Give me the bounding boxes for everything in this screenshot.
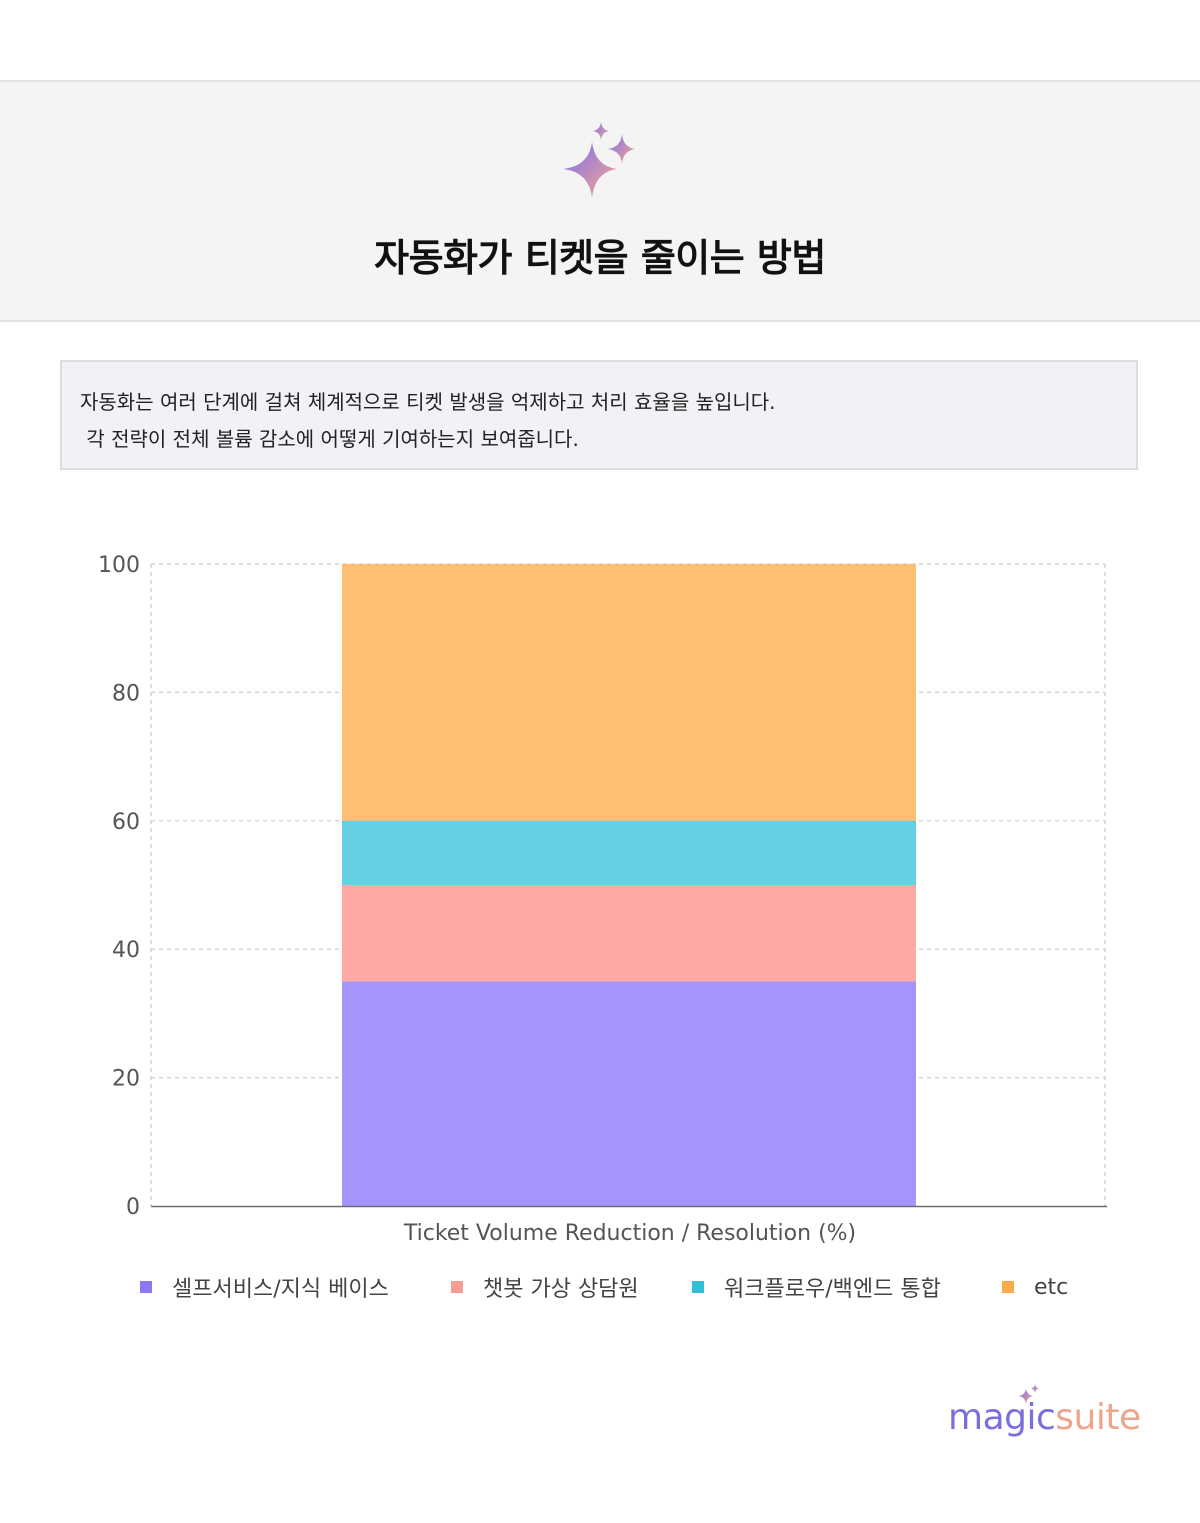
y-tick-label: 100 <box>98 553 140 578</box>
y-tick-label: 0 <box>126 1195 140 1220</box>
legend-swatch <box>1002 1281 1014 1293</box>
brand-wordmark: magicsuite <box>948 1397 1141 1438</box>
y-tick-label: 60 <box>112 810 140 835</box>
description-box: 자동화는 여러 단계에 걸쳐 체계적으로 티켓 발생을 억제하고 처리 효율을 … <box>60 360 1138 470</box>
bar-segment-2 <box>342 885 916 981</box>
header-band: 자동화가 티켓을 줄이는 방법 <box>0 80 1200 322</box>
y-tick-label: 20 <box>112 1067 140 1092</box>
brand-suite: suite <box>1055 1397 1140 1438</box>
legend-label: 셀프서비스/지식 베이스 <box>172 1271 389 1303</box>
bar-segment-3 <box>342 821 916 885</box>
legend-swatch <box>451 1281 463 1293</box>
x-axis-label: Ticket Volume Reduction / Resolution (%) <box>403 1221 856 1246</box>
brand-logo: magicsuite <box>948 1383 1148 1443</box>
legend-label: 워크플로우/백엔드 통합 <box>724 1271 941 1303</box>
legend-item: etc <box>1002 1270 1068 1304</box>
description-line-1: 자동화는 여러 단계에 걸쳐 체계적으로 티켓 발생을 억제하고 처리 효율을 … <box>80 386 776 415</box>
sparkles-icon <box>555 120 645 210</box>
chart-legend: 셀프서비스/지식 베이스 챗봇 가상 상담원 워크플로우/백엔드 통합 etc <box>140 1270 1100 1304</box>
legend-label: etc <box>1034 1275 1068 1300</box>
brand-magic: magic <box>948 1397 1055 1438</box>
bar-segment-4 <box>342 564 916 821</box>
legend-swatch <box>140 1281 152 1293</box>
legend-item: 셀프서비스/지식 베이스 <box>140 1270 389 1304</box>
page-title: 자동화가 티켓을 줄이는 방법 <box>0 227 1200 282</box>
legend-item: 워크플로우/백엔드 통합 <box>692 1270 941 1304</box>
legend-label: 챗봇 가상 상담원 <box>483 1271 639 1303</box>
description-line-2: 각 전략이 전체 볼륨 감소에 어떻게 기여하는지 보여줍니다. <box>80 423 579 452</box>
stacked-bar-chart: 0 20 40 60 80 100 Ticket Volume Reduction / Re… <box>0 520 1200 1260</box>
y-tick-label: 80 <box>112 681 140 706</box>
legend-item: 챗봇 가상 상담원 <box>451 1270 639 1304</box>
legend-swatch <box>692 1281 704 1293</box>
bar-segment-1 <box>342 981 916 1206</box>
y-tick-label: 40 <box>112 938 140 963</box>
